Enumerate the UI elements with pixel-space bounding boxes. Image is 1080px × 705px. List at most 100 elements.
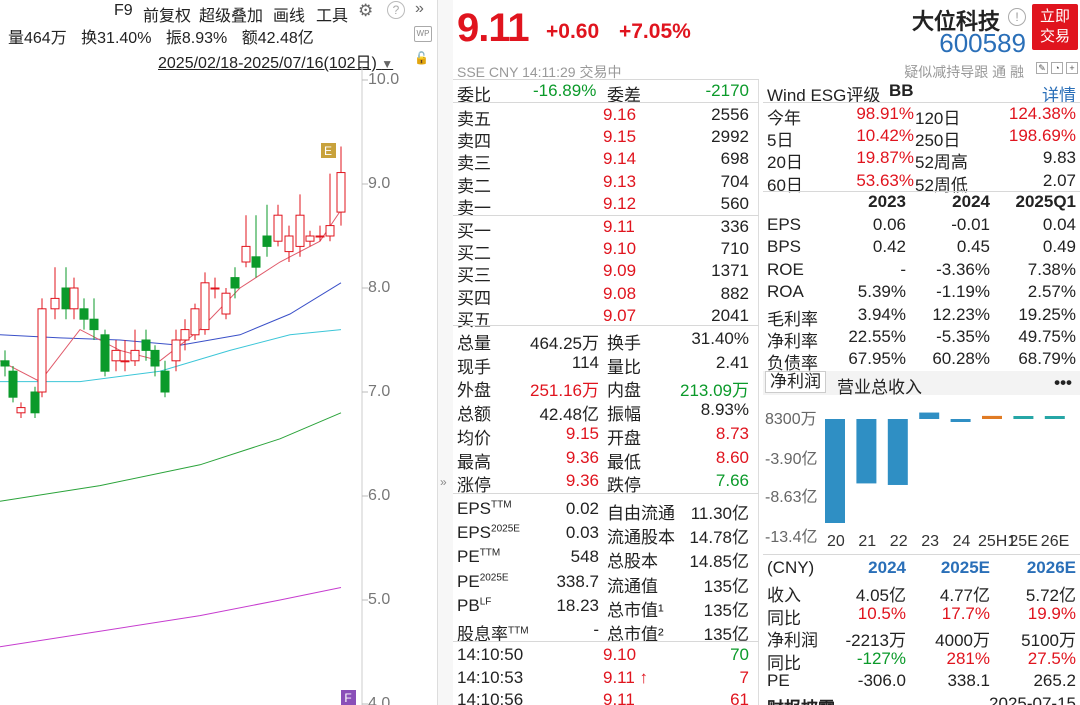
- forecast-label: 收入: [767, 586, 801, 605]
- draw-button[interactable]: 画线: [273, 8, 306, 25]
- fin-row: BPS 0.42 0.45 0.49: [763, 236, 1080, 258]
- profit-bar[interactable]: [887, 419, 908, 485]
- y-tick-label: 4.0: [368, 695, 391, 705]
- fin-value: -: [900, 259, 906, 279]
- f-marker[interactable]: F: [341, 690, 356, 705]
- tick-row: 14:10:50 9.10 70: [453, 643, 759, 666]
- candle: [89, 298, 99, 340]
- fund-value: 548: [570, 547, 599, 567]
- y-tick-label: 8.0: [368, 279, 391, 296]
- perf-row: 20日 19.87% 52周高 9.83: [763, 147, 1080, 172]
- profit-bar-chart[interactable]: [763, 397, 1080, 527]
- expand-icon[interactable]: »: [440, 475, 447, 489]
- forecast-value: 27.5%: [1027, 648, 1076, 668]
- finance-panel: Wind ESG评级 BB 详情 今年 98.91% 120日 124.38% 5日 10…: [763, 79, 1080, 705]
- stat-row: 最高 9.36 最低 8.60: [453, 446, 759, 472]
- fin-value: 5.39%: [857, 282, 906, 302]
- order-level[interactable]: 卖二 9.13 704: [453, 170, 759, 196]
- profit-bar[interactable]: [950, 419, 971, 422]
- trade-button[interactable]: 立即 交易: [1032, 4, 1078, 50]
- stat-row: 均价 9.15 开盘 8.73: [453, 422, 759, 448]
- fund-label: 股息率TTM: [457, 620, 529, 645]
- level-price: 9.09: [603, 261, 637, 281]
- order-level[interactable]: 卖三 9.14 698: [453, 147, 759, 173]
- fund-label-main: PE: [457, 547, 480, 567]
- fund-value: 14.85亿: [689, 552, 749, 572]
- order-level[interactable]: 卖五 9.16 2556: [453, 103, 759, 129]
- profit-bar[interactable]: [919, 412, 940, 419]
- candle: [221, 288, 231, 320]
- level-label: 卖三: [457, 154, 491, 174]
- level-label: 卖二: [457, 176, 491, 196]
- bar-x-label: 20: [827, 533, 845, 550]
- tab-revenue[interactable]: 营业总收入: [837, 378, 922, 397]
- order-level[interactable]: 卖四 9.15 2992: [453, 125, 759, 151]
- tags[interactable]: 疑似减持导跟 通 融: [904, 64, 1024, 80]
- esg-row[interactable]: Wind ESG评级 BB 详情: [763, 80, 1080, 105]
- fin-value: 12.23%: [932, 304, 990, 324]
- order-level[interactable]: 买四 9.08 882: [453, 282, 759, 308]
- forecast-value: 4.77亿: [939, 586, 990, 605]
- tick-volume: 70: [730, 645, 749, 664]
- stat-value: 9.15: [565, 423, 599, 443]
- esg-label: Wind ESG评级: [767, 86, 881, 105]
- dropdown-icon[interactable]: ▼: [381, 57, 394, 71]
- edit-icon[interactable]: ✎: [1036, 62, 1048, 74]
- fund-value: 135亿: [703, 600, 749, 620]
- forecast-value: 4.05亿: [855, 586, 906, 605]
- date-range[interactable]: 2025/02/18-2025/07/16(102日) ▼: [158, 49, 393, 73]
- profit-bar[interactable]: [825, 419, 845, 523]
- order-level[interactable]: 买三 9.09 1371: [453, 259, 759, 285]
- order-level[interactable]: 买二 9.10 710: [453, 237, 759, 263]
- profit-tabs: 净利润 营业总收入 •••: [763, 371, 1080, 397]
- profit-bar[interactable]: [1013, 416, 1034, 419]
- fin-value: 0.06: [872, 215, 906, 234]
- bar-x-label: 21: [858, 533, 877, 550]
- candle: [241, 215, 251, 268]
- profit-bar[interactable]: [1044, 416, 1065, 419]
- candle: [305, 230, 315, 247]
- stat-label: 最高: [457, 452, 491, 472]
- wp-icon[interactable]: WP: [414, 26, 432, 42]
- f9-button[interactable]: F9: [114, 2, 133, 19]
- chevron-right-icon[interactable]: »: [415, 0, 424, 17]
- bar-x-label: 25E: [1009, 533, 1038, 550]
- esg-detail-link[interactable]: 详情: [1042, 86, 1076, 105]
- overlay-button[interactable]: 超级叠加: [199, 8, 264, 25]
- bar-x-label: 24: [952, 533, 971, 550]
- order-level[interactable]: 买一 9.11 336: [453, 215, 759, 241]
- order-level[interactable]: 卖一 9.12 560: [453, 192, 759, 218]
- fin-row: 净利率 22.55% -5.35% 49.75%: [763, 326, 1080, 351]
- adjust-button[interactable]: 前复权: [143, 8, 192, 25]
- fund-value: 135亿: [703, 576, 749, 596]
- lock-icon[interactable]: 🔓: [414, 51, 429, 65]
- stat-row: 涨停 9.36 跌停 7.66: [453, 469, 759, 495]
- bell-icon[interactable]: ◔: [1051, 62, 1063, 74]
- profit-bar[interactable]: [856, 419, 877, 484]
- add-icon[interactable]: +: [1066, 62, 1078, 74]
- fund-label: PE2025E: [457, 572, 509, 592]
- amplitude-stat: 振8.93%: [165, 30, 228, 47]
- info-icon[interactable]: !: [1008, 8, 1026, 26]
- perf-label: 52周高: [915, 153, 968, 173]
- order-level[interactable]: 买五 9.07 2041: [453, 304, 759, 330]
- profit-bar[interactable]: [982, 415, 1002, 419]
- e-marker[interactable]: E: [321, 143, 336, 158]
- trade-label-1: 立即: [1039, 8, 1070, 25]
- gear-icon[interactable]: ⚙: [358, 1, 374, 20]
- more-icon[interactable]: •••: [1054, 373, 1072, 392]
- orderbook-panel: 委比 -16.89% 委差 -2170 卖五 9.16 2556 卖四 9.15 2992…: [453, 79, 759, 705]
- tick-time: 14:10:56: [457, 690, 524, 705]
- forecast-value: 281%: [946, 648, 990, 668]
- level-label: 买四: [457, 288, 491, 308]
- panel-splitter[interactable]: »: [437, 0, 453, 705]
- candle: [230, 267, 240, 299]
- turnover-stat: 换31.40%: [81, 30, 152, 47]
- candle: [180, 319, 190, 351]
- ratio-value: -16.89%: [533, 81, 597, 100]
- tools-button[interactable]: 工具: [316, 8, 349, 25]
- tab-net-profit[interactable]: 净利润: [765, 371, 826, 393]
- help-icon[interactable]: ?: [387, 1, 405, 19]
- kline-chart[interactable]: E F: [0, 66, 437, 705]
- tick-row: 14:10:53 9.11 ↑ 7: [453, 666, 759, 689]
